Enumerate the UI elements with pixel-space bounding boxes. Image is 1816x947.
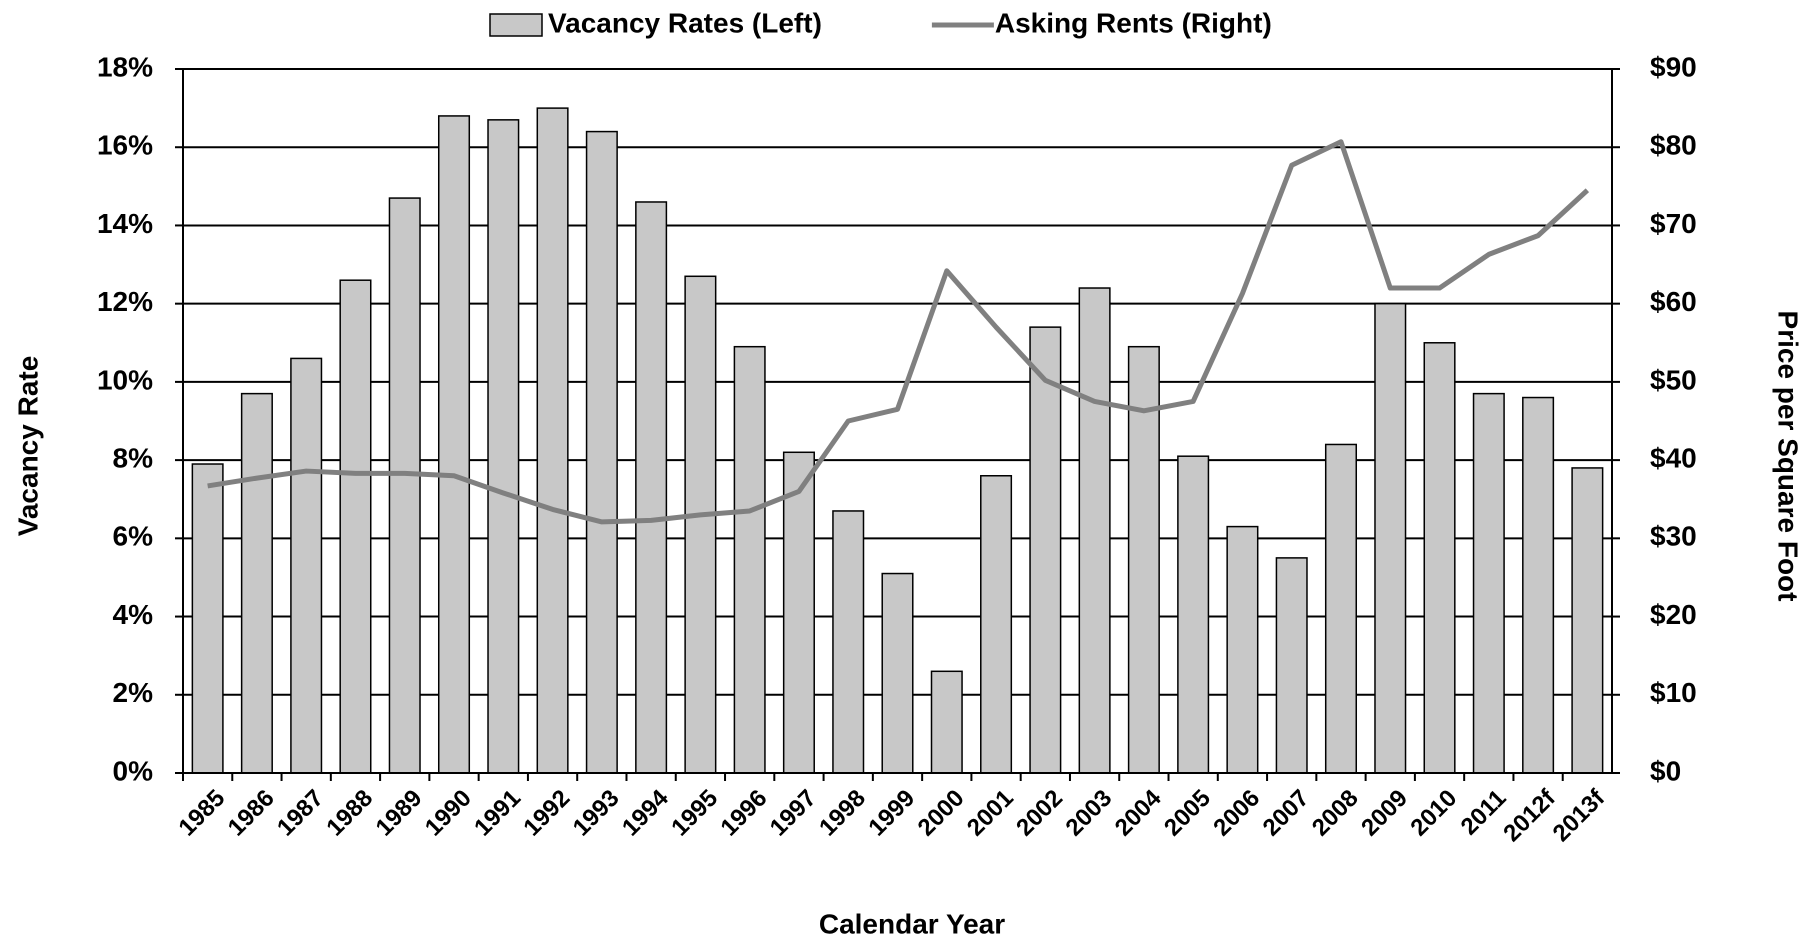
y2-axis-title: Price per Square Foot xyxy=(1773,311,1804,602)
x-tick-label: 1990 xyxy=(420,785,477,842)
x-tick-label: 1993 xyxy=(568,785,625,842)
bar xyxy=(1423,342,1456,774)
bar xyxy=(733,345,766,774)
x-tick-label: 2005 xyxy=(1159,785,1216,842)
x-tick-label: 1994 xyxy=(617,784,674,841)
line xyxy=(207,139,1590,525)
x-tick-label: 1985 xyxy=(174,785,231,842)
y-axis-title: Vacancy Rate xyxy=(12,356,43,537)
bar xyxy=(684,275,717,774)
bar xyxy=(930,670,963,774)
bar xyxy=(1324,443,1358,774)
y-tick-label: 4% xyxy=(113,599,154,630)
y-tick-label: 2% xyxy=(113,677,154,708)
bar xyxy=(1472,392,1505,774)
bar xyxy=(1127,345,1160,774)
bar xyxy=(832,510,865,774)
x-tick-label: 1995 xyxy=(666,785,723,842)
bar xyxy=(339,279,372,774)
x-tick-label: 2009 xyxy=(1356,785,1413,842)
x-tick-label: 1992 xyxy=(518,785,575,842)
x-axis-title: Calendar Year xyxy=(819,908,1005,939)
bar xyxy=(1571,467,1604,774)
y2-tick-label: $30 xyxy=(1650,521,1697,552)
x-tick-label: 1997 xyxy=(765,785,822,842)
x-tick-label: 2003 xyxy=(1060,785,1117,842)
x-tick-label: 1998 xyxy=(814,785,871,842)
x-tick-label: 2007 xyxy=(1258,785,1315,842)
y-tick-label: 10% xyxy=(97,364,153,395)
x-tick-label: 1988 xyxy=(321,785,378,842)
x-tick-label: 2001 xyxy=(962,785,1019,842)
bar xyxy=(536,107,569,774)
x-tick-label: 2010 xyxy=(1405,785,1462,842)
y-tick-label: 8% xyxy=(113,443,154,474)
x-tick-label: 2013f xyxy=(1548,784,1611,847)
y2-tick-label: $70 xyxy=(1650,208,1697,239)
bar xyxy=(585,130,618,774)
y-tick-label: 16% xyxy=(97,130,153,161)
y-tick-label: 12% xyxy=(97,286,153,317)
x-tick-label: 1987 xyxy=(272,785,329,842)
legend-label: Vacancy Rates (Left) xyxy=(548,7,822,38)
legend-label: Asking Rents (Right) xyxy=(995,7,1272,38)
x-tick-label: 1989 xyxy=(371,785,428,842)
y2-tick-label: $60 xyxy=(1650,286,1697,317)
y-tick-label: 0% xyxy=(113,755,154,786)
bar xyxy=(290,357,323,774)
bar xyxy=(635,201,668,774)
bar xyxy=(1522,396,1555,774)
bar xyxy=(1078,287,1111,774)
x-tick-label: 1991 xyxy=(469,785,526,842)
y2-tick-label: $0 xyxy=(1650,755,1681,786)
x-tick-label: 2012f xyxy=(1498,784,1561,847)
y-tick-label: 6% xyxy=(113,521,154,552)
bar xyxy=(240,392,273,774)
x-tick-label: 2004 xyxy=(1110,784,1167,841)
plot-frame xyxy=(182,68,1613,774)
y2-tick-label: $90 xyxy=(1650,51,1697,82)
bar xyxy=(191,463,224,774)
x-tick-label: 2008 xyxy=(1307,785,1364,842)
x-tick-label: 2002 xyxy=(1011,785,1068,842)
bar xyxy=(881,572,914,774)
bar xyxy=(1374,302,1407,774)
bar xyxy=(1226,525,1259,774)
x-tick-label: 1986 xyxy=(223,785,280,842)
y2-tick-label: $50 xyxy=(1650,364,1697,395)
bar xyxy=(782,451,815,774)
y-tick-label: 14% xyxy=(97,208,153,239)
x-tick-label: 1996 xyxy=(716,785,773,842)
x-tick-label: 2006 xyxy=(1208,785,1265,842)
bar xyxy=(1275,557,1308,774)
legend-swatch xyxy=(489,13,543,37)
y2-tick-label: $40 xyxy=(1650,443,1697,474)
bar xyxy=(980,475,1013,774)
bar xyxy=(437,115,471,774)
bar xyxy=(1177,455,1210,774)
x-tick-label: 2000 xyxy=(913,785,970,842)
x-tick-label: 1999 xyxy=(863,785,920,842)
y2-tick-label: $20 xyxy=(1650,599,1697,630)
y2-tick-label: $80 xyxy=(1650,130,1697,161)
y-tick-label: 18% xyxy=(97,51,153,82)
bar xyxy=(1029,326,1062,774)
bar xyxy=(487,119,520,774)
bar xyxy=(388,197,421,774)
y2-tick-label: $10 xyxy=(1650,677,1697,708)
